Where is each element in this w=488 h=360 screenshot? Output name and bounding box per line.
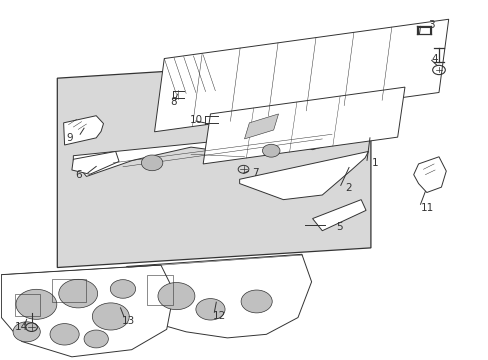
Polygon shape [73, 127, 356, 176]
Text: 12: 12 [212, 311, 225, 321]
Polygon shape [244, 114, 278, 139]
Polygon shape [57, 59, 370, 267]
Polygon shape [63, 116, 103, 145]
Polygon shape [1, 265, 174, 357]
Text: 1: 1 [371, 158, 378, 168]
Circle shape [262, 144, 280, 157]
Text: 11: 11 [420, 203, 433, 213]
Circle shape [59, 279, 98, 308]
Polygon shape [413, 157, 446, 193]
Circle shape [241, 290, 272, 313]
Circle shape [84, 330, 108, 348]
Polygon shape [312, 200, 366, 231]
Polygon shape [239, 152, 368, 200]
Circle shape [141, 155, 163, 171]
Polygon shape [154, 19, 448, 132]
Circle shape [110, 280, 135, 298]
Polygon shape [118, 254, 311, 338]
Circle shape [92, 303, 129, 330]
Polygon shape [72, 152, 119, 174]
Bar [15, 294, 40, 316]
Text: 4: 4 [431, 54, 437, 64]
Text: 9: 9 [66, 133, 73, 143]
Text: 3: 3 [427, 19, 434, 30]
Text: 5: 5 [335, 222, 342, 232]
Bar [147, 275, 172, 305]
Text: 14: 14 [15, 322, 28, 332]
Circle shape [158, 283, 195, 310]
Circle shape [50, 324, 79, 345]
Circle shape [196, 298, 224, 320]
Circle shape [13, 322, 40, 342]
Text: 8: 8 [170, 97, 177, 107]
Text: 2: 2 [345, 183, 351, 193]
Text: 7: 7 [251, 168, 258, 178]
Text: 13: 13 [122, 316, 135, 326]
Circle shape [16, 289, 57, 319]
Text: 6: 6 [75, 170, 81, 180]
Text: 10: 10 [190, 115, 203, 125]
Bar [52, 279, 85, 302]
Polygon shape [203, 87, 404, 164]
